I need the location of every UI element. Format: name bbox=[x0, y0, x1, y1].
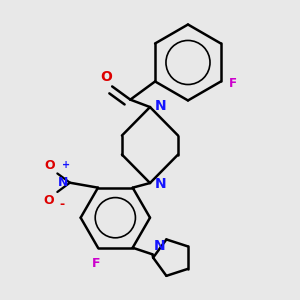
Text: O: O bbox=[44, 159, 55, 172]
Text: -: - bbox=[59, 198, 64, 211]
Text: N: N bbox=[154, 239, 166, 253]
Text: +: + bbox=[62, 160, 70, 170]
Text: O: O bbox=[100, 70, 112, 84]
Text: N: N bbox=[155, 177, 166, 191]
Text: N: N bbox=[155, 99, 166, 113]
Text: O: O bbox=[44, 194, 54, 207]
Text: N: N bbox=[58, 176, 68, 189]
Text: F: F bbox=[92, 257, 100, 270]
Text: F: F bbox=[229, 76, 237, 90]
